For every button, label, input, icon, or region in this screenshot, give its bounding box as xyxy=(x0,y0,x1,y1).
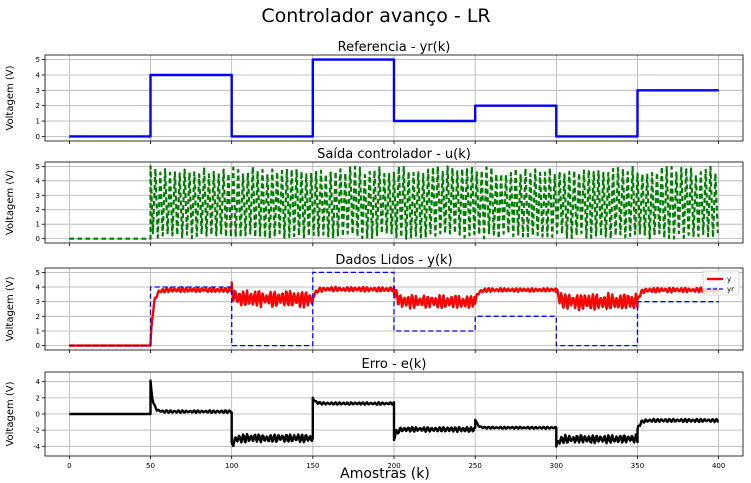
subplot-1: 0 1 2 3 4 5 Referencia - yr(k) Voltagem (V) xyxy=(5,40,744,144)
y-axis-label: Voltagem (V) xyxy=(5,381,16,446)
subplot-title: Dados Lidos - y(k) xyxy=(335,253,452,268)
legend-label: y xyxy=(727,276,731,284)
x-tick-label: 250 xyxy=(468,462,481,470)
y-tick-label: 0 xyxy=(36,411,40,419)
y-tick-label: 5 xyxy=(36,269,40,277)
y-tick-label: 1 xyxy=(36,118,40,126)
y-tick-label: 1 xyxy=(36,221,40,229)
subplot-title: Saída controlador - u(k) xyxy=(317,147,471,162)
subplot-4: -4 -2 0 2 4 0 50 100 150 200 250 300 350 400 Erro - e(… xyxy=(5,357,744,470)
x-axis-label: Amostras (k) xyxy=(340,466,430,482)
y-tick-label: 5 xyxy=(36,56,40,64)
y-tick-label: 3 xyxy=(36,298,40,306)
y-tick-label: -4 xyxy=(33,443,41,451)
legend-box xyxy=(702,270,740,296)
y-tick-label: 0 xyxy=(36,235,40,243)
y-axis-label: Voltagem (V) xyxy=(5,170,16,235)
subplot-2: 0 1 2 3 4 5 Saída controlador - u(k) Voltagem (… xyxy=(5,147,744,246)
legend-label: yr xyxy=(727,286,734,294)
plot-area xyxy=(69,58,719,138)
y-tick-label: 2 xyxy=(36,394,40,402)
y-tick-label: 4 xyxy=(36,177,41,185)
subplot-title: Erro - e(k) xyxy=(362,357,427,372)
legend: y yr xyxy=(702,270,740,296)
axes-frame xyxy=(44,161,744,244)
subplot-3: 0 1 2 3 4 5 Dados Lidos - y(k) Voltagem (V) y yr xyxy=(5,253,744,353)
x-tick-label: 350 xyxy=(631,462,644,470)
axes-frame xyxy=(44,54,744,142)
x-tick-label: 150 xyxy=(306,462,319,470)
y-tick-label: 3 xyxy=(36,87,40,95)
y-tick-label: -2 xyxy=(33,427,40,435)
y-axis-label: Voltagem (V) xyxy=(5,276,16,341)
y-tick-label: 4 xyxy=(36,284,41,292)
x-tick-label: 50 xyxy=(146,462,155,470)
subplots: 0 1 2 3 4 5 Referencia - yr(k) Voltagem (V) 0 1 2 3… xyxy=(5,40,744,470)
plot-area xyxy=(69,165,719,240)
y-tick-label: 4 xyxy=(36,71,41,79)
subplot-title: Referencia - yr(k) xyxy=(338,40,451,55)
series-line xyxy=(69,379,720,448)
y-tick-label: 0 xyxy=(36,342,40,350)
y-tick-label: 1 xyxy=(36,327,40,335)
y-tick-label: 5 xyxy=(36,163,40,171)
x-tick-label: 100 xyxy=(225,462,238,470)
y-tick-label: 4 xyxy=(36,378,41,386)
axes-frame xyxy=(44,371,744,457)
x-tick-label: 0 xyxy=(67,462,71,470)
y-tick-label: 2 xyxy=(36,313,40,321)
figure-title: Controlador avanço - LR xyxy=(261,5,490,27)
series-line xyxy=(69,58,719,138)
y-tick-label: 0 xyxy=(36,133,40,141)
y-tick-label: 3 xyxy=(36,192,40,200)
y-tick-label: 2 xyxy=(36,206,40,214)
series-line-yr xyxy=(69,271,719,347)
plot-area xyxy=(69,379,720,448)
x-tick-label: 300 xyxy=(550,462,563,470)
series-line xyxy=(69,165,719,240)
y-tick-label: 2 xyxy=(36,102,40,110)
x-tick-label: 400 xyxy=(712,462,725,470)
x-tick-label: 200 xyxy=(387,462,400,470)
plot-area xyxy=(69,271,720,347)
axes-frame xyxy=(44,267,744,351)
y-axis-label: Voltagem (V) xyxy=(5,65,16,130)
